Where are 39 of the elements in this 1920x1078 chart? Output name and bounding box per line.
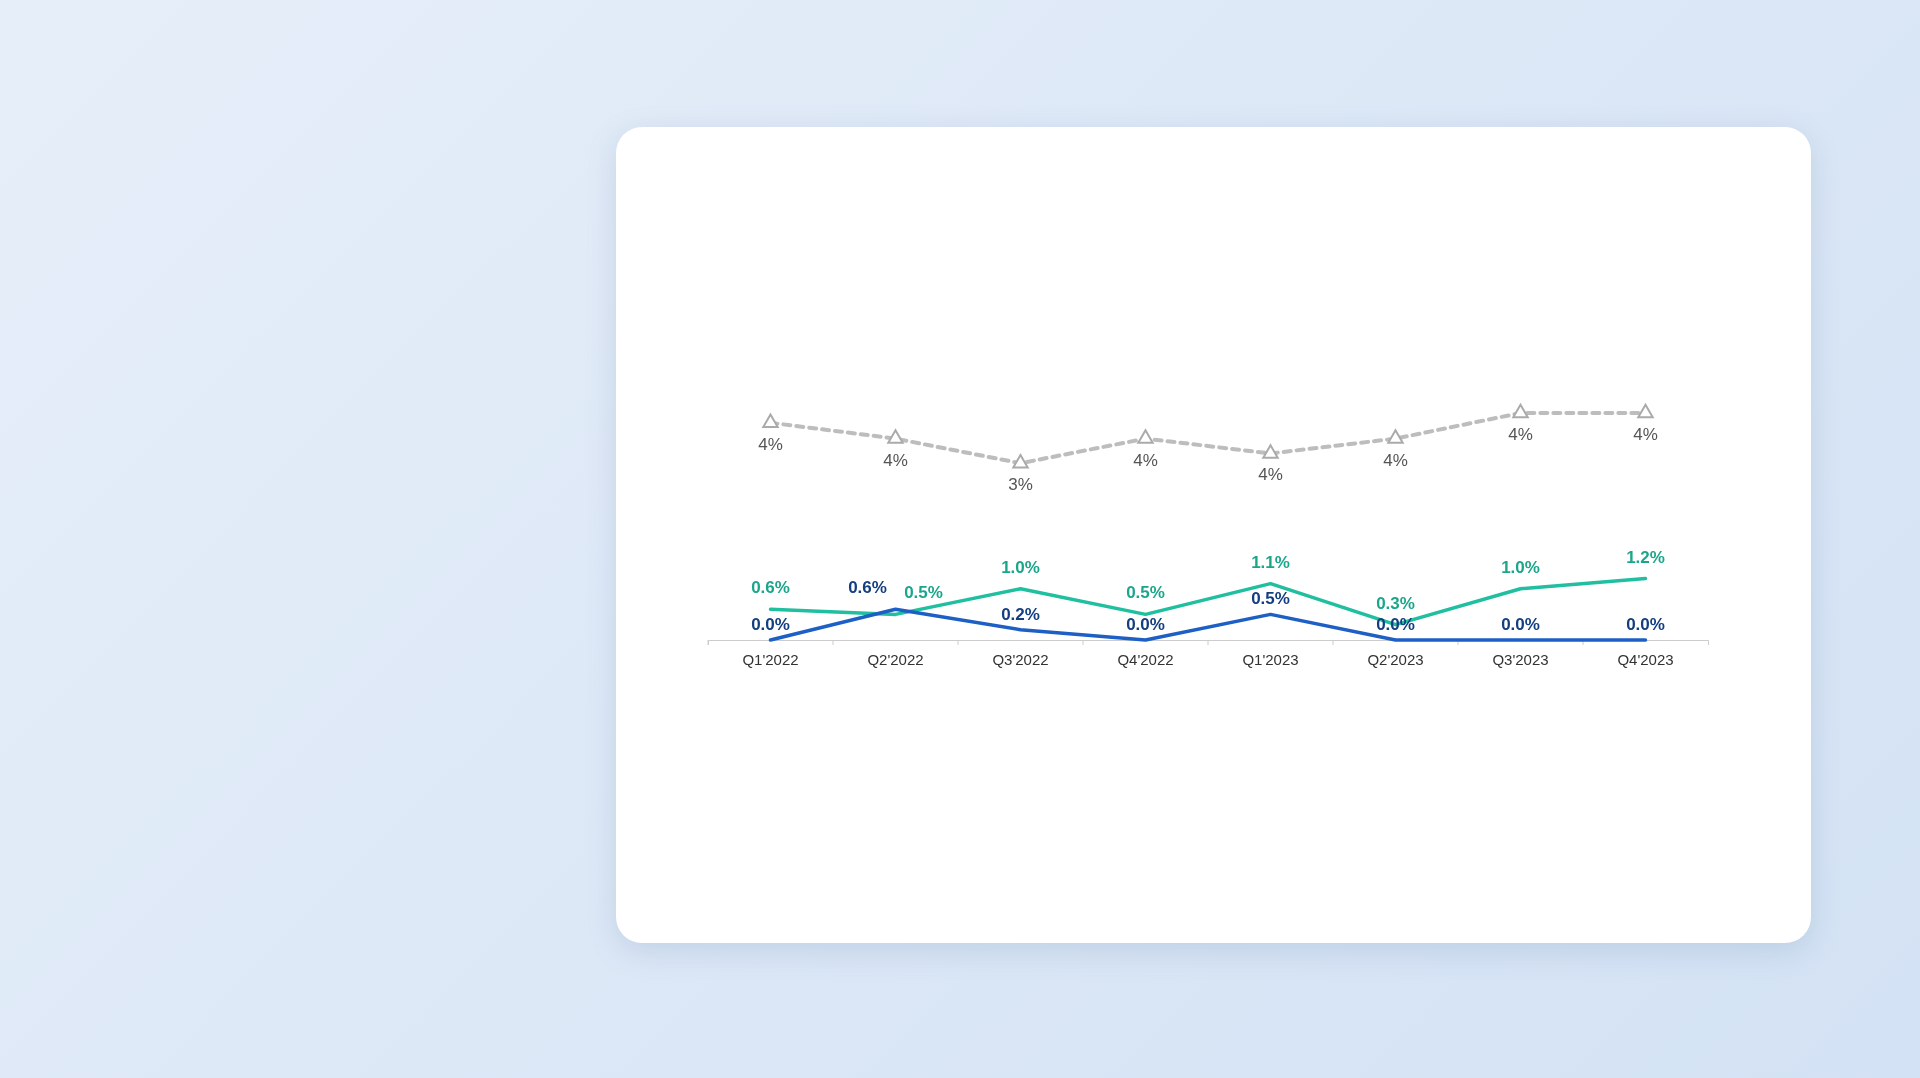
data-label: 0.3%: [1376, 593, 1415, 613]
data-label: 0.0%: [1501, 615, 1540, 634]
point: [1012, 453, 1029, 469]
data-label: 0.6%: [751, 578, 790, 598]
point: [887, 429, 904, 444]
data-label: 1.1%: [1251, 552, 1290, 572]
data-label: 0.0%: [1126, 615, 1165, 634]
data-label: 0.2%: [1001, 604, 1040, 624]
data-label: 1.0%: [1001, 557, 1040, 577]
point: [1637, 403, 1654, 419]
data-label: 4%: [758, 434, 783, 454]
data-label: 3%: [1008, 475, 1033, 495]
point: [1262, 444, 1279, 459]
data-label: 0.0%: [1626, 615, 1665, 634]
x-tick-label: Q3'2023: [1492, 650, 1549, 668]
x-tick-label: Q4'2023: [1617, 650, 1674, 668]
data-label: 4%: [1508, 425, 1533, 444]
data-label: 0.5%: [1251, 589, 1290, 609]
data-label: 0.6%: [848, 578, 887, 598]
x-tick-label: Q2'2023: [1367, 650, 1424, 668]
data-label: 1.2%: [1626, 547, 1665, 567]
x-tick-label: Q1'2023: [1242, 650, 1299, 668]
data-label: 4%: [1383, 450, 1408, 470]
x-tick-label: Q3'2022: [992, 650, 1049, 668]
point: [762, 413, 779, 428]
data-label: 1.0%: [1501, 557, 1540, 577]
data-label: 0.5%: [1126, 583, 1165, 603]
point: [1137, 429, 1154, 444]
data-label: 4%: [883, 450, 908, 470]
x-tick-label: Q2'2022: [867, 650, 924, 668]
point: [1512, 403, 1529, 419]
data-label: 0.5%: [904, 583, 943, 603]
data-label: 4%: [1258, 465, 1283, 485]
x-tick-label: Q1'2022: [742, 650, 799, 668]
data-label: 4%: [1133, 450, 1158, 470]
data-label: 4%: [1633, 425, 1658, 444]
x-tick-label: Q4'2022: [1117, 650, 1174, 668]
point: [1387, 429, 1404, 444]
data-label: 0.0%: [751, 615, 790, 634]
